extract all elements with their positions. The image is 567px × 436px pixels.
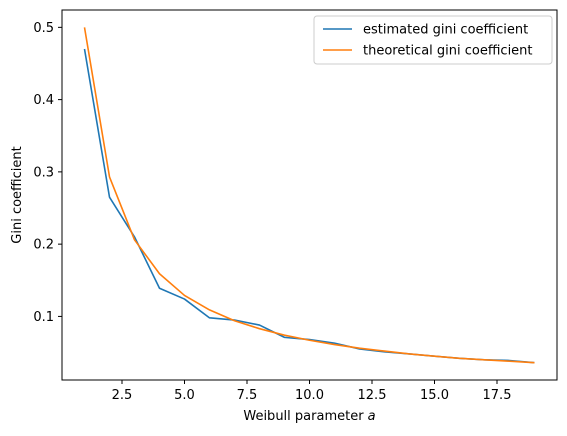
- series-line-theoretical: [83, 27, 535, 364]
- legend-label-estimated: estimated gini coefficient: [363, 23, 528, 38]
- y-tick-label: 0.5: [33, 21, 54, 36]
- x-tick-label: 2.5: [112, 388, 133, 403]
- y-axis-ticks: 0.1 0.2 0.3 0.4 0.5: [33, 21, 62, 325]
- y-tick-label: 0.4: [33, 93, 54, 108]
- plot-frame: [61, 9, 558, 381]
- legend: estimated gini coefficient theoretical g…: [313, 15, 553, 65]
- x-axis-label-symbol: a: [368, 409, 376, 424]
- series-layer: [83, 27, 535, 364]
- legend-label-theoretical: theoretical gini coefficient: [363, 44, 533, 59]
- y-tick-label: 0.2: [33, 238, 54, 253]
- x-tick-label: 10.0: [295, 388, 324, 403]
- x-tick-label: 5.0: [174, 388, 195, 403]
- y-tick-label: 0.3: [33, 165, 54, 180]
- x-tick-label: 17.5: [483, 388, 512, 403]
- x-axis-ticks: 2.5 5.0 7.5 10.0 12.5 15.0 17.5: [112, 380, 512, 403]
- y-tick-label: 0.1: [33, 310, 54, 325]
- x-tick-label: 15.0: [420, 388, 449, 403]
- x-axis-label-text: Weibull parameter: [243, 409, 367, 424]
- x-tick-label: 7.5: [237, 388, 258, 403]
- x-tick-label: 12.5: [358, 388, 387, 403]
- series-line-estimated: [83, 48, 535, 364]
- legend-box: [313, 15, 553, 65]
- x-axis-label: Weibull parameter a: [243, 409, 375, 424]
- y-axis-label: Gini coefficient: [10, 146, 25, 243]
